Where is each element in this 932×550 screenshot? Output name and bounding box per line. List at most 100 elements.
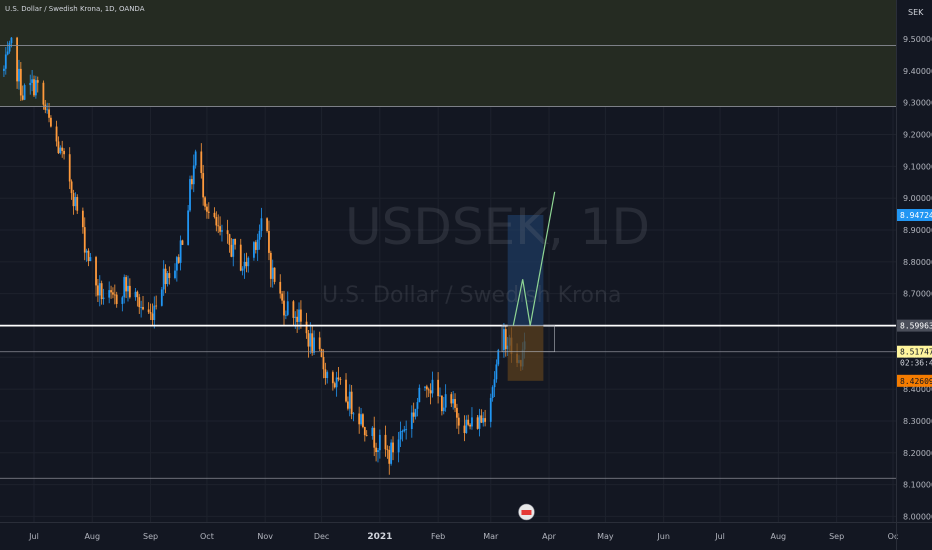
candle-body xyxy=(284,314,287,316)
entry-price-tag: 8.59963 xyxy=(900,322,932,331)
candle-body xyxy=(149,312,152,314)
candle-body xyxy=(18,68,20,82)
candle-body xyxy=(444,394,447,408)
candle-body xyxy=(298,309,300,322)
x-tick-label: Apr xyxy=(542,532,557,541)
candle-body xyxy=(179,240,182,263)
candle-body xyxy=(8,43,11,52)
last-price-tag: 8.51747 xyxy=(900,348,932,357)
candle-body xyxy=(439,395,441,397)
y-tick-label: 8.70000 xyxy=(903,290,932,299)
candle-body xyxy=(309,333,312,347)
y-tick-label: 8.10000 xyxy=(903,481,932,490)
candle-body xyxy=(318,337,321,350)
candle-body xyxy=(465,419,468,434)
candle-body xyxy=(55,126,58,142)
candle-body xyxy=(127,285,129,292)
candle-body xyxy=(110,290,112,293)
candle-body xyxy=(283,300,285,316)
candle-body xyxy=(504,329,507,350)
candle-body xyxy=(440,395,443,412)
candle-body xyxy=(192,165,195,185)
candle-body xyxy=(397,439,400,453)
candle-body xyxy=(61,147,64,151)
candle-body xyxy=(44,104,47,110)
candle-body xyxy=(424,386,426,388)
candle-body xyxy=(476,417,479,429)
candle-body xyxy=(491,387,494,398)
candle-body xyxy=(469,424,471,427)
candle-body xyxy=(166,273,169,285)
candle-body xyxy=(125,277,128,292)
candle-body xyxy=(241,268,244,271)
candle-body xyxy=(243,261,246,269)
candle-body xyxy=(365,435,368,436)
candle-body xyxy=(33,79,35,96)
candle-body xyxy=(10,37,13,44)
x-tick-label: Sep xyxy=(829,532,844,541)
target-price-tag: 8.94724 xyxy=(900,211,932,220)
symbol-title[interactable]: U.S. Dollar / Swedish Krona, 1D, OANDA xyxy=(5,5,145,13)
candle-body xyxy=(503,329,505,351)
long-position-tool[interactable] xyxy=(501,214,555,381)
candle-body xyxy=(59,147,62,154)
candle-body xyxy=(431,379,434,394)
candle-body xyxy=(128,285,131,298)
candle-body xyxy=(108,290,111,298)
watermark-symbol: USDSEK, 1D xyxy=(345,198,651,256)
candle-body xyxy=(410,412,413,429)
candle-body xyxy=(57,141,60,154)
candle-body xyxy=(331,372,334,384)
candle-body xyxy=(352,413,355,415)
candles xyxy=(3,36,526,475)
event-markers[interactable] xyxy=(518,503,535,521)
candle-body xyxy=(175,257,178,271)
candle-body xyxy=(48,109,50,118)
candle-body xyxy=(390,442,393,464)
candle-body xyxy=(113,294,116,296)
candle-body xyxy=(100,283,103,300)
candle-body xyxy=(160,289,163,306)
candle-body xyxy=(456,407,458,418)
candle-body xyxy=(358,413,361,425)
candle-body xyxy=(305,321,308,334)
candle-body xyxy=(70,181,73,194)
candle-body xyxy=(85,250,88,253)
candle-body xyxy=(457,417,460,426)
x-tick-label: Jun xyxy=(656,532,670,541)
candle-body xyxy=(322,356,325,370)
candle-body xyxy=(279,281,282,294)
candle-body xyxy=(495,364,498,380)
candle-body xyxy=(31,79,34,83)
candle-body xyxy=(89,257,92,262)
candle-body xyxy=(375,447,377,453)
candle-body xyxy=(63,150,65,155)
candle-body xyxy=(247,257,250,267)
candle-body xyxy=(42,82,45,105)
candle-body xyxy=(221,230,223,232)
candle-body xyxy=(74,197,77,207)
candle-body xyxy=(200,151,203,174)
range-box xyxy=(501,325,555,353)
projection-line xyxy=(512,191,556,326)
candle-body xyxy=(219,226,221,232)
candle-body xyxy=(256,239,259,250)
x-tick-label: May xyxy=(597,532,614,541)
horizontal-lines[interactable] xyxy=(0,45,896,479)
y-tick-label: 9.00000 xyxy=(903,194,932,203)
candle-body xyxy=(266,218,268,231)
candle-body xyxy=(202,173,205,198)
candle-body xyxy=(268,230,270,253)
candle-body xyxy=(258,230,261,240)
candle-body xyxy=(194,151,197,166)
candle-body xyxy=(450,394,453,404)
candle-body xyxy=(377,450,379,453)
x-tick-label: Aug xyxy=(771,532,787,541)
candle-body xyxy=(147,309,150,313)
candle-body xyxy=(373,427,376,448)
candle-body xyxy=(98,283,101,296)
projection-path[interactable] xyxy=(512,191,556,326)
